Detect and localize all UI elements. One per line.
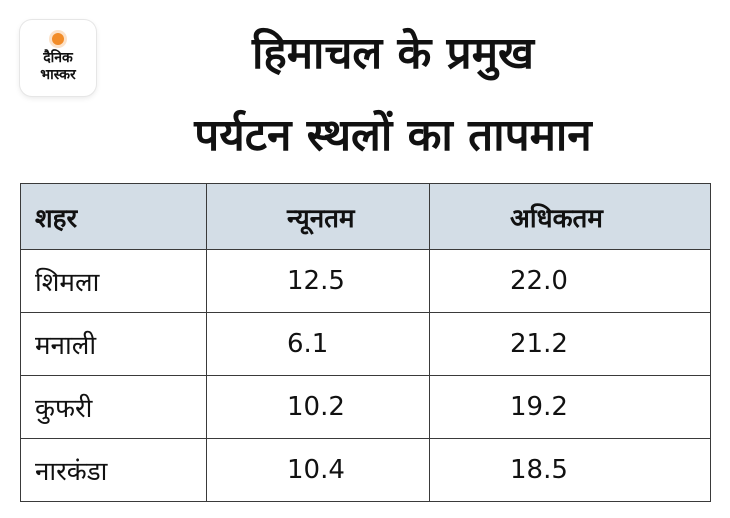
temperature-table: शहर न्यूनतम अधिकतम शिमला 12.5 22.0 मनाली… (20, 183, 711, 502)
max-temp-cell: 19.2 (429, 375, 711, 439)
city-cell: शिमला (20, 249, 207, 313)
column-header-max: अधिकतम (429, 183, 711, 250)
column-header-min: न्यूनतम (206, 183, 430, 250)
brand-logo: दैनिक भास्कर (20, 20, 96, 96)
max-temp-cell: 22.0 (429, 249, 711, 313)
max-temp-cell: 21.2 (429, 312, 711, 376)
logo-text-line1: दैनिक (43, 50, 73, 66)
sun-icon (52, 33, 64, 45)
table-header-row: शहर न्यूनतम अधिकतम (20, 183, 711, 250)
page-title-line2: पर्यटन स्थलों का तापमान (194, 110, 592, 161)
min-temp-cell: 10.4 (206, 438, 430, 502)
logo-text-line2: भास्कर (40, 67, 76, 83)
page-title-line1: हिमाचल के प्रमुख (251, 28, 534, 79)
city-cell: नारकंडा (20, 438, 207, 502)
table-row: नारकंडा 10.4 18.5 (20, 438, 711, 502)
min-temp-cell: 10.2 (206, 375, 430, 439)
column-header-city: शहर (20, 183, 207, 250)
table-row: शिमला 12.5 22.0 (20, 249, 711, 313)
min-temp-cell: 12.5 (206, 249, 430, 313)
table-row: मनाली 6.1 21.2 (20, 312, 711, 376)
table-row: कुफरी 10.2 19.2 (20, 375, 711, 439)
city-cell: मनाली (20, 312, 207, 376)
city-cell: कुफरी (20, 375, 207, 439)
max-temp-cell: 18.5 (429, 438, 711, 502)
min-temp-cell: 6.1 (206, 312, 430, 376)
